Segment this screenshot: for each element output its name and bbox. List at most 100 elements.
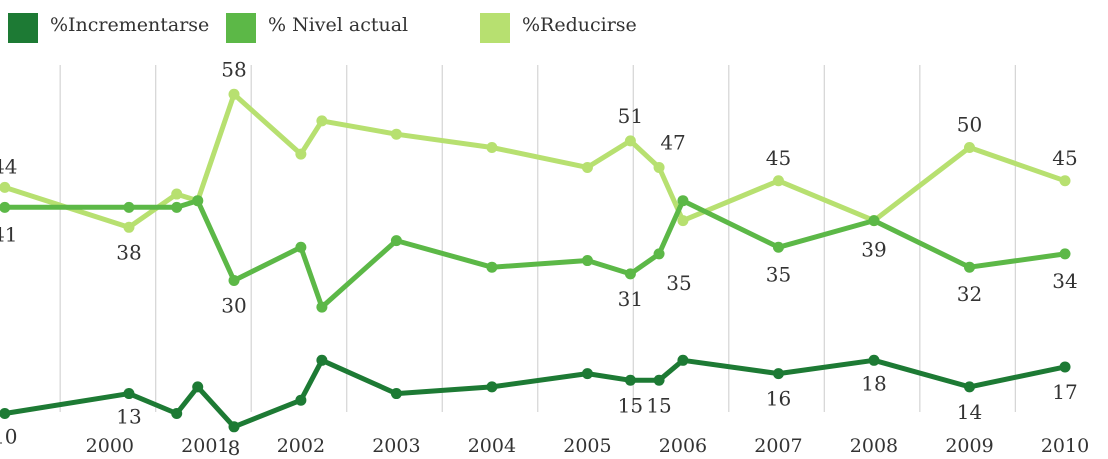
legend-swatch-reducirse (480, 13, 510, 43)
data-point-0-14[interactable] (868, 354, 880, 366)
data-point-1-9[interactable] (581, 255, 593, 267)
data-point-2-9[interactable] (581, 161, 593, 173)
data-label-2-1: 38 (116, 240, 141, 264)
data-point-2-6[interactable] (316, 115, 328, 127)
data-label-1-16: 34 (1052, 269, 1077, 293)
data-point-2-15[interactable] (964, 142, 975, 153)
data-label-0-14: 18 (861, 371, 886, 395)
data-point-1-5[interactable] (295, 241, 307, 253)
legend-swatch-incrementarse (8, 13, 38, 43)
data-label-2-10: 51 (618, 104, 643, 128)
data-label-2-0: 44 (0, 154, 18, 178)
data-point-1-12[interactable] (677, 195, 689, 207)
data-point-1-1[interactable] (123, 201, 135, 213)
gridlines (59, 65, 1016, 412)
x-tick-label-2008: 2008 (850, 435, 898, 457)
data-label-0-13: 16 (766, 387, 791, 411)
data-label-extra-0: 35 (666, 271, 691, 295)
legend-label-nivel-actual: % Nivel actual (268, 14, 409, 36)
data-point-2-16[interactable] (1059, 175, 1071, 187)
data-point-0-3[interactable] (192, 381, 204, 393)
data-point-1-15[interactable] (964, 261, 975, 273)
data-point-0-4[interactable] (228, 421, 240, 433)
legend-swatch-nivel-actual (226, 13, 256, 43)
data-point-2-13[interactable] (772, 175, 784, 187)
data-label-0-11: 15 (646, 393, 671, 417)
data-point-1-2[interactable] (171, 201, 183, 213)
data-point-2-8[interactable] (486, 142, 498, 153)
data-point-2-1[interactable] (123, 221, 135, 233)
data-label-0-1: 13 (116, 405, 141, 429)
data-point-1-3[interactable] (192, 195, 204, 207)
x-tick-label-2001: 2001 (181, 435, 229, 457)
data-point-2-11[interactable] (653, 161, 665, 173)
data-point-2-12[interactable] (677, 215, 689, 227)
data-point-2-5[interactable] (295, 148, 307, 160)
data-label-1-15: 32 (957, 282, 982, 306)
series-2 (0, 88, 1071, 233)
data-label-1-0: 41 (0, 222, 18, 246)
data-point-0-12[interactable] (677, 354, 689, 366)
data-point-2-2[interactable] (171, 188, 183, 200)
data-point-0-7[interactable] (390, 388, 402, 400)
data-point-1-14[interactable] (868, 215, 880, 227)
data-point-1-7[interactable] (390, 235, 402, 247)
data-point-0-11[interactable] (653, 374, 665, 386)
data-point-0-0[interactable] (0, 408, 11, 419)
data-label-0-0: 10 (0, 425, 18, 449)
data-point-0-5[interactable] (295, 394, 307, 406)
data-point-0-2[interactable] (171, 408, 183, 419)
data-label-1-4: 30 (221, 294, 246, 318)
legend-label-reducirse: %Reducirse (522, 14, 637, 36)
x-tick-label-2003: 2003 (372, 435, 420, 457)
series-1 (0, 195, 1071, 313)
x-axis-ticks: 2000 2001 2002 2003 2004 2005 2006 2007 2008 2009… (86, 435, 1090, 457)
data-point-0-8[interactable] (486, 381, 498, 393)
data-point-2-0[interactable] (0, 181, 11, 193)
data-label-2-16: 45 (1052, 146, 1077, 170)
data-point-0-6[interactable] (316, 354, 328, 366)
data-point-1-13[interactable] (772, 241, 784, 253)
data-label-0-15: 14 (957, 400, 982, 424)
x-tick-label-2006: 2006 (659, 435, 707, 457)
data-point-0-15[interactable] (964, 381, 975, 393)
data-point-1-11[interactable] (653, 248, 665, 260)
data-point-1-10[interactable] (624, 268, 636, 280)
data-point-1-0[interactable] (0, 201, 11, 213)
data-point-1-6[interactable] (316, 301, 328, 313)
series-line-1 (2, 198, 1068, 310)
data-point-0-10[interactable] (624, 374, 636, 386)
data-point-1-4[interactable] (228, 275, 240, 286)
data-label-0-10: 15 (618, 393, 643, 417)
data-label-1-14: 39 (861, 238, 886, 262)
legend-label-incrementarse: %Incrementarse (50, 14, 210, 36)
data-point-0-1[interactable] (123, 388, 135, 400)
data-label-0-4: 8 (228, 436, 241, 459)
data-point-0-13[interactable] (772, 368, 784, 380)
data-point-1-8[interactable] (486, 261, 498, 273)
data-label-1-13: 35 (766, 262, 791, 286)
x-tick-label-2009: 2009 (945, 435, 993, 457)
x-tick-label-2000: 2000 (86, 435, 134, 457)
x-tick-label-2002: 2002 (277, 435, 325, 457)
data-point-2-4[interactable] (228, 88, 240, 100)
data-label-2-13: 45 (766, 146, 791, 170)
data-label-2-15: 50 (957, 113, 982, 137)
data-point-0-9[interactable] (581, 368, 593, 380)
data-point-0-16[interactable] (1059, 361, 1071, 373)
x-tick-label-2004: 2004 (468, 435, 516, 457)
data-label-1-10: 31 (618, 287, 643, 311)
series-line-0 (2, 357, 1068, 430)
data-point-1-16[interactable] (1059, 248, 1071, 260)
data-point-2-7[interactable] (390, 128, 402, 140)
data-label-2-4: 58 (221, 57, 246, 81)
data-point-2-10[interactable] (624, 135, 636, 147)
x-tick-label-2005: 2005 (563, 435, 611, 457)
data-label-0-16: 17 (1052, 380, 1077, 404)
data-label-2-11: 47 (660, 130, 685, 154)
x-tick-label-2007: 2007 (754, 435, 802, 457)
x-tick-label-2010: 2010 (1041, 435, 1089, 457)
